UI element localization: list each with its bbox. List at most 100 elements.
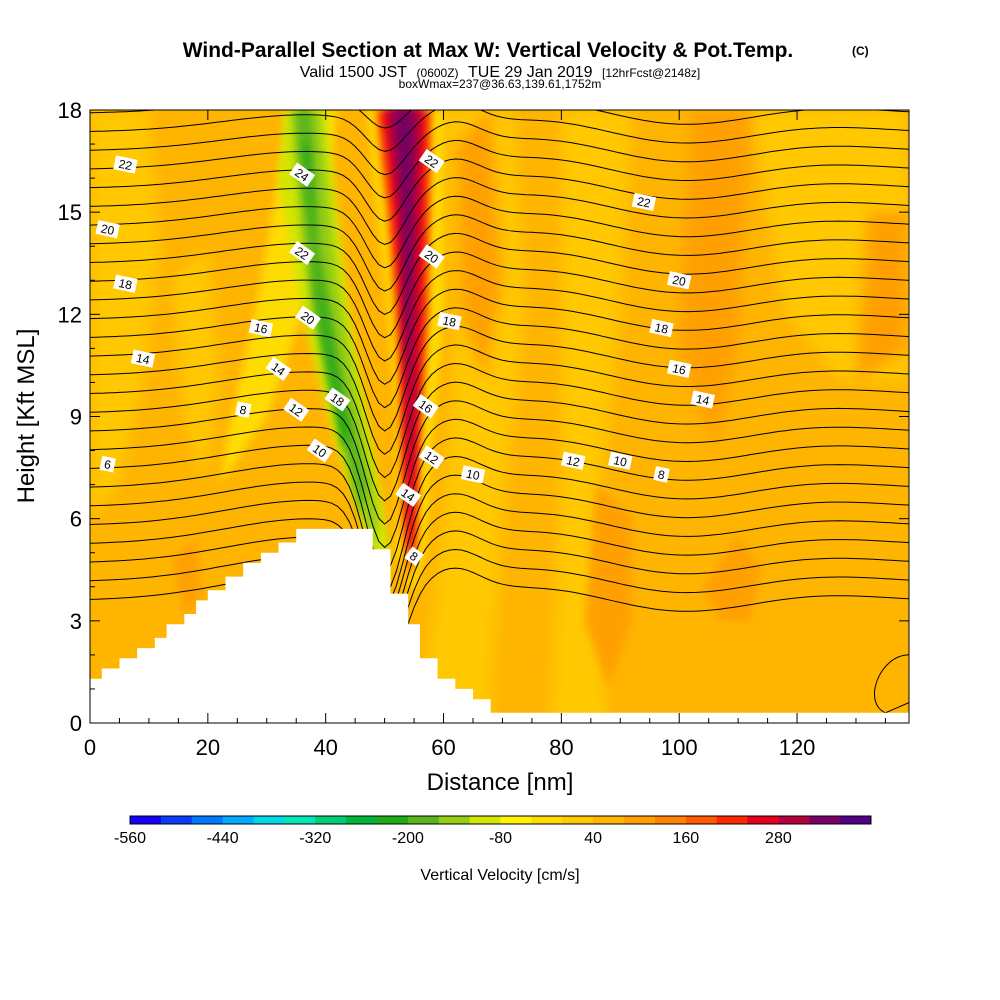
isentrope-label-bg — [666, 271, 692, 290]
isentrope-label: 20 — [294, 305, 322, 330]
colorbar-swatch — [654, 816, 687, 824]
isentrope-label: 14 — [690, 390, 716, 409]
isentrope-label: 22 — [631, 192, 657, 212]
blob-down-inner — [296, 110, 367, 519]
x-tick-label: 60 — [431, 735, 455, 760]
subtitle-fcst: [12hrFcst@2148z] — [602, 66, 700, 80]
isentrope-label: 12 — [418, 445, 445, 470]
isentrope-label-text: 16 — [671, 361, 687, 378]
colorbar-tick-label: -560 — [114, 830, 146, 847]
isentrope-labels: 22 20 18 14 6 16 8 14 12 10 24 22 20 18 22 20 18 16 12 14 8 1… — [95, 149, 716, 566]
isentrope-label-bg — [418, 445, 445, 470]
isentrope-label-bg — [324, 387, 351, 412]
colorbar-swatch — [531, 816, 563, 824]
colorbar-swatch — [716, 816, 748, 824]
isentrope-label: 10 — [306, 438, 333, 463]
y-tick-label: 0 — [70, 711, 82, 736]
isentrope-label-text: 22 — [117, 157, 133, 174]
isentrope-label-bg — [289, 240, 316, 266]
isentrope-label-bg — [560, 451, 586, 470]
isentrope-label: 8 — [234, 401, 252, 419]
chart-title-mark: (C) — [852, 44, 869, 58]
isentrope-label-bg — [306, 438, 333, 463]
isentrope-line — [90, 325, 909, 432]
isentrope-line — [90, 455, 909, 593]
isentrope-label-bg — [130, 349, 156, 368]
isentrope-label-text: 16 — [253, 320, 269, 337]
colorbar-swatch — [377, 816, 409, 824]
x-tick-label: 40 — [313, 735, 337, 760]
isentrope-label-text: 10 — [465, 467, 481, 484]
isentrope-label-bg — [631, 192, 657, 212]
isentrope-line — [90, 288, 909, 385]
y-tick-label: 12 — [58, 302, 82, 327]
isentrope-label-bg — [418, 149, 445, 174]
isentrope-label-bg — [99, 455, 117, 473]
colorbar-swatch — [778, 816, 810, 824]
isentrope-label: 20 — [666, 271, 692, 290]
y-tick-label: 18 — [58, 98, 82, 123]
isentrope-label: 18 — [324, 387, 351, 412]
colorbar-ticks: -560 -440 -320 -200 -80 40 160 280 — [114, 830, 792, 847]
velocity-blobs — [90, 110, 909, 723]
blob-light-left2 — [172, 246, 220, 485]
colorbar-swatch — [253, 816, 285, 824]
colorbar-swatch — [315, 816, 347, 824]
y-tick-label: 9 — [70, 405, 82, 430]
isentrope-label-text: 20 — [100, 221, 116, 238]
isentrope-label-bg — [418, 244, 445, 269]
isentrope-line — [90, 110, 909, 129]
isentropes — [90, 110, 909, 714]
isentrope-line — [90, 437, 909, 572]
y-tick-label: 15 — [58, 200, 82, 225]
isentrope-label-bg — [283, 397, 310, 422]
isentrope-label-bg — [95, 220, 120, 239]
isentrope-label-bg — [265, 356, 292, 381]
isentrope-label-bg — [666, 359, 692, 378]
isentrope-label: 24 — [289, 162, 316, 187]
isentrope-label-bg — [294, 305, 322, 330]
colorbar-swatch — [222, 816, 254, 824]
isentrope-line — [90, 195, 909, 269]
isentrope-label-text: 8 — [657, 467, 667, 482]
isentrope-label-text: 12 — [565, 453, 581, 470]
isentrope-label-bg — [649, 318, 674, 338]
isentrope-label-bg — [234, 401, 252, 419]
blob-orange-left — [172, 539, 202, 614]
colorbar-swatch — [593, 816, 625, 824]
colorbar-tick-label: -80 — [489, 830, 512, 847]
isentrope-label-bg — [608, 451, 633, 470]
isentrope-label-text: 14 — [135, 351, 151, 368]
isentrope-label: 14 — [395, 482, 422, 507]
isentrope-label-text: 14 — [695, 392, 711, 409]
isentrope-label: 18 — [649, 318, 674, 338]
blob-orange-low2 — [702, 535, 762, 621]
colorbar-swatch — [562, 816, 594, 824]
isentrope-label: 22 — [289, 240, 316, 266]
terrain — [90, 528, 909, 723]
colorbar-swatch — [624, 816, 656, 824]
isentrope-label-bg — [395, 482, 422, 507]
isentrope-label-text: 10 — [612, 453, 628, 470]
isentrope-label: 14 — [130, 349, 156, 368]
chart-subtitle: Valid 1500 JST (0600Z) TUE 29 Jan 2019 [… — [300, 64, 700, 81]
colorbar-swatch — [500, 816, 532, 824]
colorbar — [129, 815, 872, 825]
colorbar-tick-label: 40 — [584, 830, 602, 847]
colorbar-swatch — [685, 816, 717, 824]
colorbar-swatch — [809, 816, 841, 824]
isentrope-line — [90, 121, 909, 176]
x-tick-label: 80 — [549, 735, 573, 760]
isentrope-line — [90, 474, 909, 607]
isentrope-label: 10 — [460, 465, 486, 484]
isentrope-label: 18 — [113, 274, 138, 293]
colorbar-frame — [129, 815, 872, 825]
isentrope-line — [90, 530, 909, 648]
isentrope-label-bg — [437, 311, 462, 331]
isentrope-label: 12 — [283, 397, 310, 422]
subtitle-utc: (0600Z) — [417, 66, 459, 80]
isentrope-label: 22 — [113, 155, 138, 174]
x-tick-label: 0 — [84, 735, 96, 760]
isentrope-label: 16 — [412, 394, 439, 419]
isentrope-line — [90, 214, 909, 292]
